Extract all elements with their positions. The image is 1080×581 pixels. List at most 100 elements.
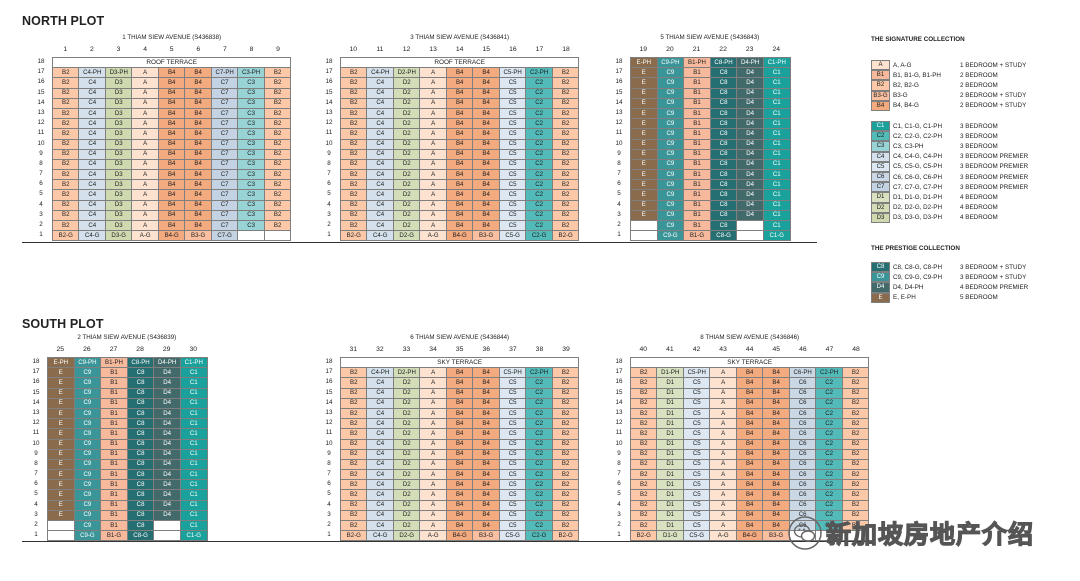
legend-description: 3 BEDROOM PREMIER [960, 183, 1029, 191]
unit-c5: C5 [498, 489, 527, 501]
unit-c1-ph: C1-PH [762, 56, 791, 69]
floor-row-2: B2 C4 D3 A B4 B4 C7 C3 B2 [51, 219, 292, 232]
stack-number: 31 [349, 346, 358, 353]
unit-empty [237, 230, 265, 242]
legend-swatch: C9 [871, 272, 890, 283]
unit-c2: C2 [815, 458, 843, 471]
unit-b4: B4 [184, 138, 212, 150]
unit-b4: B4 [157, 97, 186, 109]
unit-c8: C8 [126, 418, 155, 430]
floor-number: 15 [615, 88, 623, 96]
unit-a: A [419, 519, 447, 532]
unit-b1: B1 [100, 479, 128, 491]
unit-b2: B2 [339, 179, 368, 191]
legend-description: 2 BEDROOM [960, 71, 998, 79]
unit-empty [815, 530, 843, 542]
floor-number: 7 [617, 470, 621, 478]
unit-b4: B4 [445, 97, 474, 109]
floor-number: 13 [37, 108, 45, 116]
unit-b2: B2 [629, 489, 658, 501]
unit-b4: B4 [157, 219, 186, 232]
unit-d4: D4 [736, 148, 764, 160]
floor-number: 5 [617, 490, 621, 498]
unit-b2: B2 [841, 489, 870, 501]
floor-number: 17 [32, 368, 40, 376]
stack-number: 48 [852, 346, 860, 353]
unit-b4: B4 [472, 118, 500, 130]
block-address: 5 THIAM SIEW AVENUE (S436843) [660, 34, 760, 41]
unit-b4: B4 [445, 209, 474, 222]
unit-b2: B2 [551, 367, 580, 379]
unit-c4: C4 [78, 77, 106, 89]
floor-row-11: E C9 B1 C8 D4 C1 [630, 128, 791, 140]
unit-c3-ph: C3-PH [237, 67, 265, 79]
floor-row-17: E C9 B1 C8 D4 C1 [630, 67, 791, 79]
stack-number: 7 [222, 46, 227, 53]
legend-codes: D1, D1-G, D1-PH [893, 193, 942, 201]
legend-item-b2: B2 B2, B2-G 2 BEDROOM [871, 80, 1026, 91]
unit-c5: C5 [498, 219, 527, 232]
stack-number: 45 [772, 346, 781, 353]
unit-b2: B2 [841, 418, 870, 430]
unit-c2: C2 [525, 418, 553, 430]
unit-c4: C4 [78, 118, 106, 130]
unit-b4: B4 [472, 107, 500, 120]
unit-a: A [419, 107, 447, 120]
unit-b2: B2 [841, 479, 870, 491]
unit-b4: B4 [445, 458, 474, 471]
unit-a: A [709, 509, 737, 522]
unit-c8: C8 [126, 387, 155, 399]
unit-b2: B2 [51, 219, 80, 232]
unit-c4: C4 [366, 519, 394, 532]
unit-c4: C4 [78, 219, 106, 232]
legend-swatch: C4 [871, 151, 890, 162]
legend-item-c2: C2 C2, C2-G, C2-PH 3 BEDROOM [871, 131, 1028, 142]
unit-b1: B1 [100, 448, 128, 460]
unit-c1-ph: C1-PH [179, 356, 208, 369]
floor-number: 2 [617, 221, 621, 228]
floor-row-10: B2 D1 C5 A B4 B4 C6 C2 B2 [629, 438, 870, 450]
unit-c1: C1 [762, 128, 791, 140]
floor-row-16: E C9 B1 C8 D4 C1 [630, 77, 791, 89]
floor-number: 4 [617, 200, 621, 208]
stack-number: 6 [196, 46, 201, 53]
unit-empty [47, 519, 75, 532]
floor-number: 1 [327, 231, 331, 239]
unit-b2: B2 [629, 367, 658, 379]
unit-a: A [419, 97, 447, 109]
unit-c9: C9 [656, 189, 685, 201]
unit-a: A [419, 509, 447, 522]
floor-number: 2 [327, 221, 331, 228]
unit-c2: C2 [525, 377, 553, 389]
unit-b2: B2 [629, 458, 658, 471]
floor-number: 12 [37, 119, 45, 127]
block-address: 3 THIAM SIEW AVENUE (S436841) [410, 34, 510, 41]
legend-codes: D4, D4-PH [893, 283, 924, 291]
unit-a: A [709, 499, 737, 511]
unit-a: A [709, 438, 737, 450]
unit-b4: B4 [762, 407, 790, 420]
unit-c5: C5 [682, 499, 711, 511]
stack-number: 28 [136, 346, 144, 353]
unit-c6: C6 [788, 387, 817, 399]
unit-c5: C5 [498, 107, 527, 120]
unit-a: A [419, 489, 447, 501]
unit-b4: B4 [445, 448, 474, 460]
unit-b2: B2 [551, 179, 580, 191]
unit-b1: B1 [683, 169, 711, 181]
unit-b2: B2 [339, 509, 368, 522]
unit-d2: D2 [392, 77, 421, 89]
floor-number: 17 [37, 68, 45, 76]
floor-numbers: 18 17 16 15 14 13 12 11 10 9 8 7 6 5 4 3 2 1 [30, 57, 52, 240]
unit-b2-g: B2-G [551, 230, 580, 242]
unit-d3: D3 [104, 169, 133, 181]
unit-b2-g: B2-G [51, 230, 80, 242]
unit-c4: C4 [366, 169, 394, 181]
unit-c6: C6 [788, 448, 817, 460]
unit-c1-g: C1-G [179, 530, 208, 542]
unit-c1: C1 [179, 367, 208, 379]
unit-c9: C9 [73, 519, 102, 532]
floor-row-13: B2 C4 D3 A B4 B4 C7 C3 B2 [51, 107, 292, 120]
unit-c9: C9 [73, 418, 102, 430]
unit-c1: C1 [762, 199, 791, 211]
